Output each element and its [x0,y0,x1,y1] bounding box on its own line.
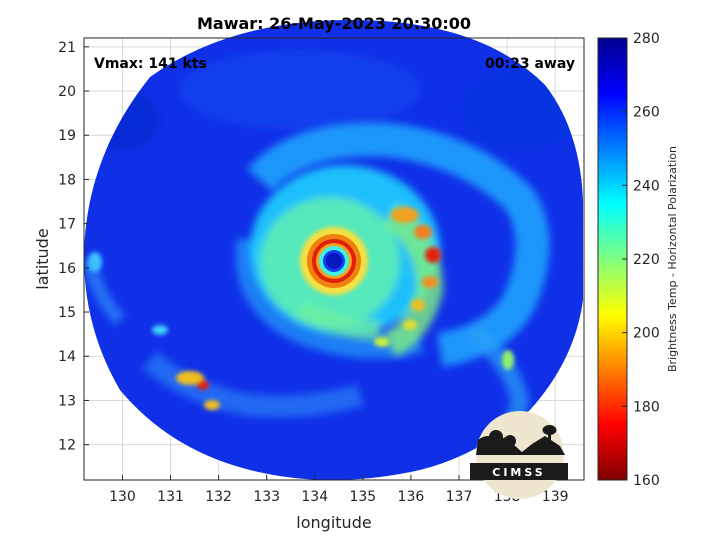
y-axis-label: latitude [33,228,52,289]
colorbar-tick-label: 180 [633,399,660,415]
x-tick-label: 135 [349,489,376,505]
logo-text: CIMSS [492,466,545,479]
x-tick-label: 136 [398,489,425,505]
cimss-logo: CIMSS [470,411,568,499]
colorbar-tick-label: 200 [633,326,660,342]
y-tick-label: 16 [58,261,76,277]
convective-cells [88,207,514,410]
x-axis-label: longitude [296,513,371,532]
y-tick-label: 20 [58,84,76,100]
eyewall [300,227,368,295]
x-tick-label: 139 [542,489,569,505]
vmax-annotation: Vmax: 141 kts [94,56,207,72]
colorbar-tick-label: 160 [633,473,660,489]
chart-title: Mawar: 26-May-2023 20:30:00 [197,14,471,33]
axes-frame [83,37,585,481]
x-tick-label: 137 [446,489,473,505]
y-tick-label: 14 [58,349,76,365]
colorbar-tick-label: 220 [633,252,660,268]
colorbar-tick-label: 260 [633,105,660,121]
x-tick-label: 132 [205,489,232,505]
colorbar-label: Brightness Temp - Horizontal Polarizatio… [666,146,679,372]
y-tick-label: 13 [58,393,76,409]
y-tick-label: 19 [58,128,76,144]
x-tick-label: 133 [253,489,280,505]
x-tick-label: 131 [157,489,184,505]
colorbar-ticks: 160 180 200 220 240 260 280 [622,31,660,489]
y-tick-label: 17 [58,217,76,233]
brightness-temperature-swath [84,20,583,480]
time-away-annotation: 00:23 away [485,56,575,72]
colorbar: 160 180 200 220 240 260 280 Brightness Temp - … [597,31,679,489]
x-tick-label: 134 [301,489,328,505]
y-tick-label: 15 [58,305,76,321]
y-tick-label: 18 [58,172,76,188]
x-tick-label: 130 [109,489,136,505]
y-tick-label: 12 [58,438,76,454]
axis-ticks: 1301311321331341351361371381391213141516… [58,40,568,505]
colorbar-tick-label: 240 [633,178,660,194]
colorbar-tick-label: 280 [633,31,660,47]
y-tick-label: 21 [58,40,76,56]
